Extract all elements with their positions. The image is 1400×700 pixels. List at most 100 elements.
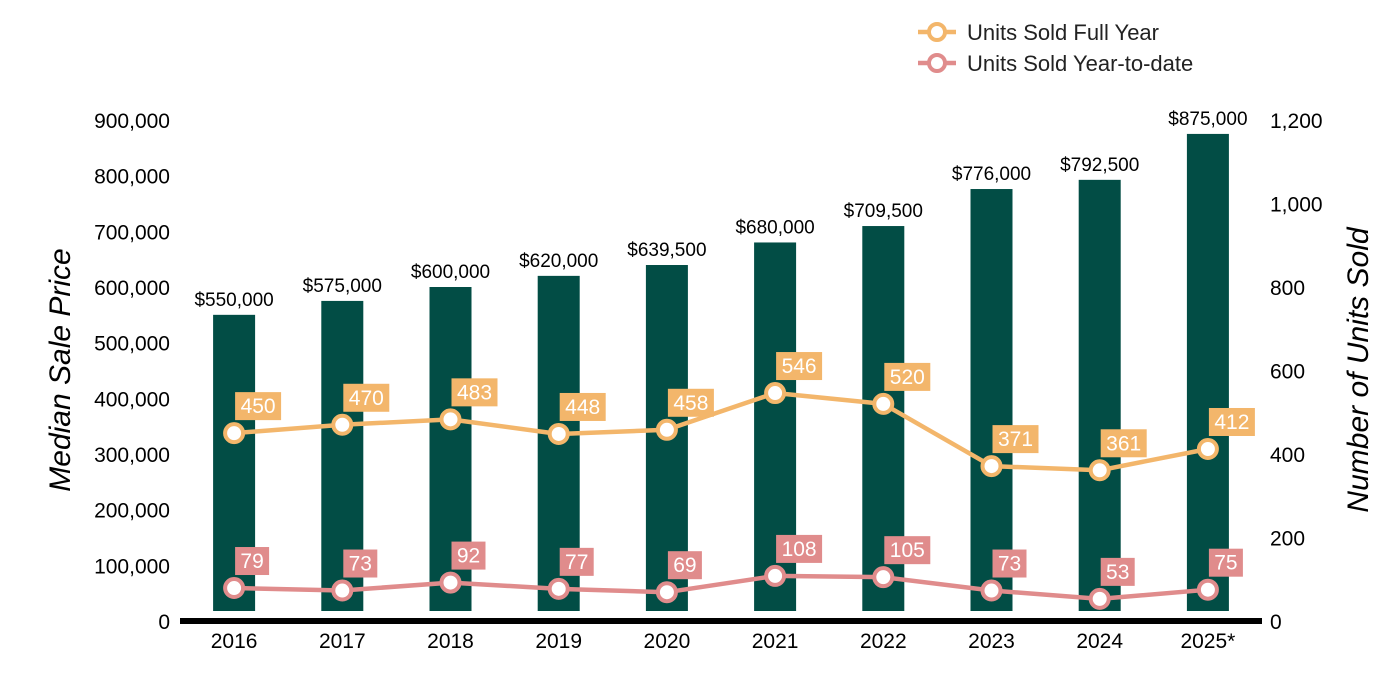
legend-label: Units Sold Year-to-date <box>967 51 1193 76</box>
y-tick-label: 900,000 <box>94 110 170 133</box>
data-label: 546 <box>782 355 817 378</box>
series-point <box>1088 459 1111 482</box>
x-tick-label: 2019 <box>535 630 582 653</box>
data-label: 92 <box>457 545 480 568</box>
data-label-box <box>667 388 714 417</box>
legend-swatch-marker <box>927 22 947 42</box>
data-label: 105 <box>890 539 925 562</box>
series-point <box>655 418 678 441</box>
series-point <box>1196 437 1219 460</box>
data-label-box <box>884 536 931 565</box>
data-label-box <box>1208 407 1255 436</box>
series-point <box>1196 578 1219 601</box>
x-tick-label: 2022 <box>860 630 907 653</box>
data-label: 450 <box>241 395 276 418</box>
y-tick-label: 800,000 <box>94 166 170 189</box>
legend: Units Sold Full Year Units Sold Year-to-d… <box>918 20 1193 76</box>
x-tick-label: 2024 <box>1076 630 1123 653</box>
bar-value-label: $620,000 <box>519 251 598 272</box>
bar-value-label: $600,000 <box>411 262 490 283</box>
series-point <box>439 408 462 431</box>
data-label: 458 <box>673 392 708 415</box>
data-label: 520 <box>890 366 925 389</box>
y2-tick-label: 1,000 <box>1270 194 1323 217</box>
bar-value-label: $639,500 <box>627 240 706 261</box>
bar-2024 <box>1078 179 1121 611</box>
data-label: 412 <box>1214 411 1249 434</box>
bar-value-label: $709,500 <box>844 201 923 222</box>
data-label: 75 <box>1214 552 1237 575</box>
x-tick-label: 2020 <box>644 630 691 653</box>
x-axis-line <box>180 618 1262 624</box>
series-point <box>547 577 570 600</box>
y2-axis-title: Number of Units Sold <box>1342 226 1375 512</box>
data-label: 69 <box>673 554 696 577</box>
x-tick-label: 2018 <box>427 630 474 653</box>
series-point <box>439 571 462 594</box>
bar-value-label: $776,000 <box>952 164 1031 185</box>
y-tick-label: 700,000 <box>94 221 170 244</box>
series-point <box>223 422 246 445</box>
data-label: 108 <box>782 538 817 561</box>
data-label: 371 <box>998 428 1033 451</box>
x-tick-label: 2021 <box>752 630 799 653</box>
data-label-box <box>451 541 486 570</box>
data-label: 53 <box>1106 561 1129 584</box>
data-label-box <box>992 425 1039 454</box>
bar-2023 <box>970 189 1013 611</box>
data-label-box <box>451 378 498 407</box>
bar-value-label: $680,000 <box>735 217 814 238</box>
y-axis-title: Median Sale Price <box>44 248 77 491</box>
legend-label: Units Sold Full Year <box>967 20 1159 45</box>
series-line-0 <box>233 390 1209 473</box>
data-label-box <box>559 547 594 576</box>
bar-value-label: $792,500 <box>1060 155 1139 176</box>
bars-layer: $550,000 $575,000 $600,000 $620,000 $639,500… <box>194 109 1248 612</box>
data-label-box <box>776 352 823 381</box>
y2-tick-label: 1,200 <box>1270 110 1323 133</box>
series-line-1 <box>234 573 1209 602</box>
series-point <box>547 422 570 445</box>
y-tick-label: 600,000 <box>94 277 170 300</box>
data-label-box <box>235 392 282 421</box>
data-label-box <box>1100 429 1147 458</box>
data-label: 73 <box>998 553 1021 576</box>
series-point <box>980 579 1003 602</box>
data-label: 483 <box>457 381 492 404</box>
data-label: 73 <box>349 553 372 576</box>
y-tick-label: 400,000 <box>94 388 170 411</box>
series-point <box>331 413 354 436</box>
series-point <box>980 455 1003 478</box>
y-tick-label: 500,000 <box>94 333 170 356</box>
y-tick-label: 300,000 <box>94 444 170 467</box>
legend-swatch-marker <box>927 53 947 73</box>
series-point <box>872 566 895 589</box>
x-tick-label: 2016 <box>211 630 258 653</box>
data-label-box <box>559 392 606 421</box>
data-label-box <box>884 362 931 391</box>
data-label: 470 <box>349 387 384 410</box>
data-label-box <box>235 547 270 576</box>
data-label-box <box>776 534 823 563</box>
y2-tick-label: 400 <box>1270 444 1305 467</box>
series-point <box>1088 587 1111 610</box>
x-tick-label: 2017 <box>319 630 366 653</box>
x-tick-label: 2025* <box>1180 630 1235 653</box>
y-tick-label: 0 <box>158 611 170 634</box>
axis-layer: 0 100,000 200,000 300,000 400,000 500,000 600,… <box>44 110 1375 653</box>
bar-value-label: $550,000 <box>194 290 273 311</box>
data-label: 79 <box>240 550 263 573</box>
data-label-box <box>1208 548 1243 577</box>
data-label-box <box>343 549 378 578</box>
y-tick-label: 100,000 <box>94 555 170 578</box>
y-tick-label: 200,000 <box>94 500 170 523</box>
y2-tick-label: 600 <box>1270 361 1305 384</box>
data-label: 361 <box>1106 432 1141 455</box>
data-label-box <box>992 549 1027 578</box>
bar-value-label: $875,000 <box>1168 109 1247 130</box>
data-label-box <box>343 383 390 412</box>
data-label: 77 <box>565 551 588 574</box>
data-label-box <box>1100 557 1135 586</box>
